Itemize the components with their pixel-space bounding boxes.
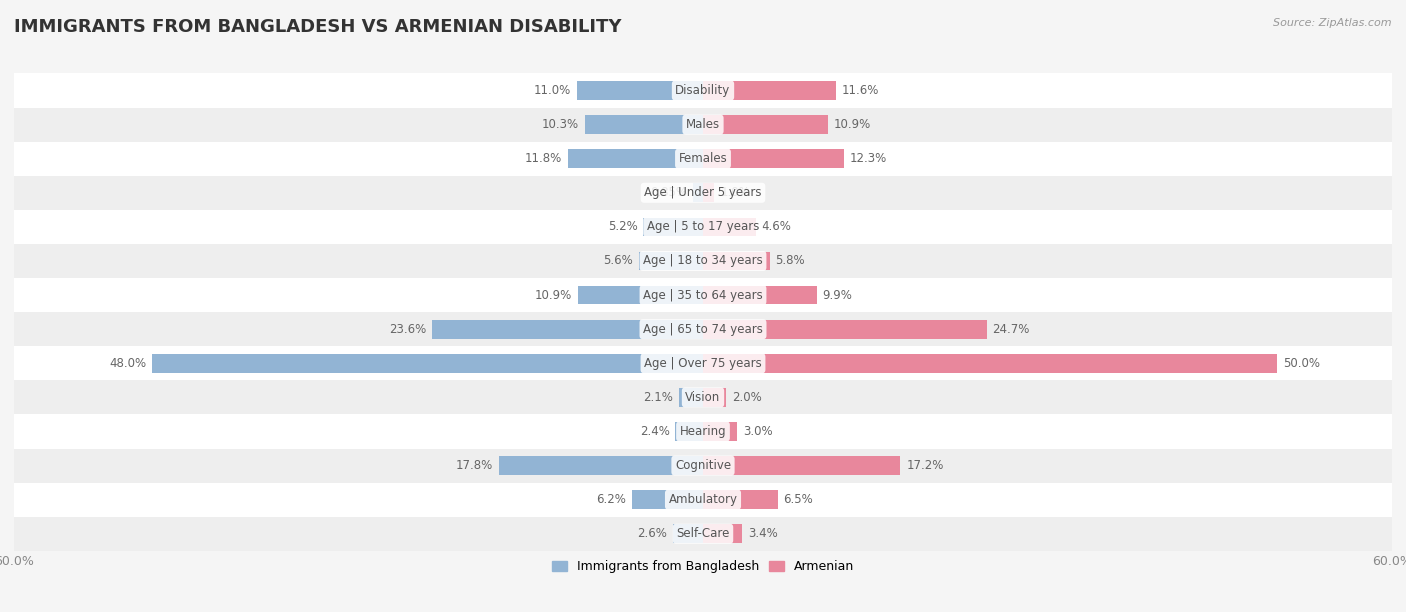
Bar — [703, 524, 742, 543]
Bar — [14, 73, 1392, 108]
Bar — [703, 422, 738, 441]
Bar — [14, 108, 1392, 141]
Text: 11.6%: 11.6% — [842, 84, 879, 97]
Text: 5.8%: 5.8% — [775, 255, 806, 267]
Bar — [576, 81, 703, 100]
Bar — [499, 456, 703, 475]
Bar — [703, 81, 837, 100]
Bar — [432, 320, 703, 338]
Text: 4.6%: 4.6% — [762, 220, 792, 233]
Text: Age | Over 75 years: Age | Over 75 years — [644, 357, 762, 370]
Bar — [14, 517, 1392, 551]
Text: 10.9%: 10.9% — [534, 289, 572, 302]
Bar — [152, 354, 703, 373]
Bar — [631, 490, 703, 509]
Bar — [14, 346, 1392, 380]
Bar — [644, 217, 703, 236]
Text: 12.3%: 12.3% — [851, 152, 887, 165]
Bar — [703, 286, 817, 304]
Legend: Immigrants from Bangladesh, Armenian: Immigrants from Bangladesh, Armenian — [551, 560, 855, 573]
Bar — [14, 176, 1392, 210]
Text: Females: Females — [679, 152, 727, 165]
Text: 11.8%: 11.8% — [524, 152, 562, 165]
Text: 50.0%: 50.0% — [1282, 357, 1320, 370]
Bar — [14, 210, 1392, 244]
Text: 9.9%: 9.9% — [823, 289, 852, 302]
Bar — [638, 252, 703, 271]
Text: Ambulatory: Ambulatory — [668, 493, 738, 506]
Bar — [14, 278, 1392, 312]
Text: 24.7%: 24.7% — [993, 323, 1029, 335]
Bar — [703, 184, 714, 202]
Text: Disability: Disability — [675, 84, 731, 97]
Text: 0.85%: 0.85% — [651, 186, 688, 200]
Text: 3.4%: 3.4% — [748, 528, 778, 540]
Text: 11.0%: 11.0% — [534, 84, 571, 97]
Text: 6.5%: 6.5% — [783, 493, 813, 506]
Bar — [703, 490, 778, 509]
Bar — [703, 115, 828, 134]
Bar — [679, 388, 703, 407]
Text: Vision: Vision — [685, 391, 721, 404]
Text: 2.6%: 2.6% — [637, 528, 668, 540]
Text: Males: Males — [686, 118, 720, 131]
Text: Cognitive: Cognitive — [675, 459, 731, 472]
Text: 2.1%: 2.1% — [644, 391, 673, 404]
Bar — [673, 524, 703, 543]
Text: Hearing: Hearing — [679, 425, 727, 438]
Bar — [14, 414, 1392, 449]
Bar — [14, 380, 1392, 414]
Bar — [703, 388, 725, 407]
Text: Self-Care: Self-Care — [676, 528, 730, 540]
Bar — [578, 286, 703, 304]
Text: 2.0%: 2.0% — [731, 391, 762, 404]
Text: 17.2%: 17.2% — [907, 459, 943, 472]
Text: 10.9%: 10.9% — [834, 118, 872, 131]
Bar — [585, 115, 703, 134]
Text: 2.4%: 2.4% — [640, 425, 669, 438]
Text: Age | 65 to 74 years: Age | 65 to 74 years — [643, 323, 763, 335]
Bar — [568, 149, 703, 168]
Text: IMMIGRANTS FROM BANGLADESH VS ARMENIAN DISABILITY: IMMIGRANTS FROM BANGLADESH VS ARMENIAN D… — [14, 18, 621, 36]
Bar — [14, 141, 1392, 176]
Text: Age | 35 to 64 years: Age | 35 to 64 years — [643, 289, 763, 302]
Text: 48.0%: 48.0% — [110, 357, 146, 370]
Text: 23.6%: 23.6% — [389, 323, 426, 335]
Bar — [14, 483, 1392, 517]
Bar — [703, 354, 1277, 373]
Bar — [675, 422, 703, 441]
Bar — [14, 312, 1392, 346]
Text: Age | 18 to 34 years: Age | 18 to 34 years — [643, 255, 763, 267]
Text: Source: ZipAtlas.com: Source: ZipAtlas.com — [1274, 18, 1392, 28]
Text: 1.0%: 1.0% — [720, 186, 749, 200]
Bar — [703, 217, 756, 236]
Bar — [703, 149, 844, 168]
Text: Age | 5 to 17 years: Age | 5 to 17 years — [647, 220, 759, 233]
Text: 5.2%: 5.2% — [607, 220, 637, 233]
Text: Age | Under 5 years: Age | Under 5 years — [644, 186, 762, 200]
Bar — [703, 252, 769, 271]
Bar — [693, 184, 703, 202]
Text: 17.8%: 17.8% — [456, 459, 494, 472]
Text: 6.2%: 6.2% — [596, 493, 626, 506]
Text: 5.6%: 5.6% — [603, 255, 633, 267]
Bar — [703, 456, 900, 475]
Text: 10.3%: 10.3% — [541, 118, 579, 131]
Bar — [14, 244, 1392, 278]
Bar — [14, 449, 1392, 483]
Bar — [703, 320, 987, 338]
Text: 3.0%: 3.0% — [744, 425, 773, 438]
